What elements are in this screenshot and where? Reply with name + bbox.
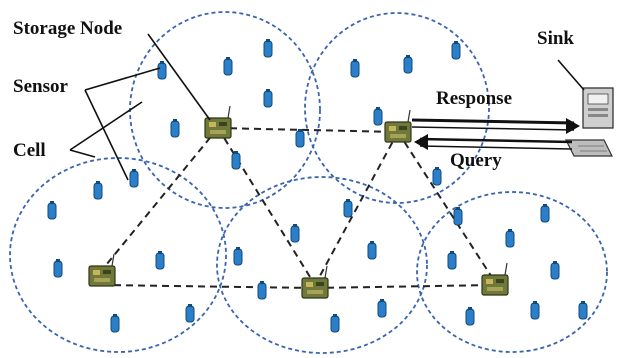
sensor-icon xyxy=(505,228,515,248)
link xyxy=(101,284,316,289)
pointer xyxy=(557,59,585,91)
link xyxy=(314,284,496,289)
sensor-icon xyxy=(185,303,195,323)
pointer xyxy=(84,67,161,91)
sensor-icon xyxy=(373,106,383,126)
sensor-icon xyxy=(47,200,57,220)
link xyxy=(101,127,219,271)
query-label: Query xyxy=(450,150,502,171)
sensor-icon xyxy=(53,258,63,278)
storage-node-icon xyxy=(301,265,329,299)
sensor-icon xyxy=(129,168,139,188)
sensor-icon xyxy=(223,56,233,76)
sensor-icon xyxy=(447,250,457,270)
sensor-icon xyxy=(155,250,165,270)
sensor-icon xyxy=(263,88,273,108)
sensor-icon xyxy=(263,38,273,58)
sensor-icon xyxy=(295,128,305,148)
sensor-label: Sensor xyxy=(13,76,68,97)
sensor-icon xyxy=(157,60,167,80)
pointer xyxy=(147,33,211,121)
sensor-icon xyxy=(350,58,360,78)
response-label: Response xyxy=(436,88,512,109)
link xyxy=(217,127,399,133)
sensor-icon xyxy=(290,223,300,243)
sensor-icon xyxy=(540,203,550,223)
sensor-icon xyxy=(530,300,540,320)
response-arrow xyxy=(411,118,580,134)
cell xyxy=(304,12,490,204)
sink-label: Sink xyxy=(537,28,574,49)
cell xyxy=(129,11,321,209)
link xyxy=(397,131,496,283)
sensor-icon xyxy=(110,313,120,333)
link xyxy=(314,131,399,286)
sensor-icon xyxy=(343,198,353,218)
sensor-icon xyxy=(453,206,463,226)
sensor-icon xyxy=(233,246,243,266)
label-pointers xyxy=(69,33,585,181)
computer-icon xyxy=(565,87,614,157)
sensor-icon xyxy=(403,54,413,74)
sensor-icon xyxy=(231,150,241,170)
sensor-icon xyxy=(432,166,442,186)
storage-node-icon xyxy=(204,105,232,139)
sensor-icon xyxy=(578,300,588,320)
sensor-icon xyxy=(367,240,377,260)
cell-label: Cell xyxy=(13,140,46,161)
sensor-icon xyxy=(377,298,387,318)
link xyxy=(217,127,316,286)
pointer xyxy=(84,89,129,181)
pointer xyxy=(69,149,96,158)
cell xyxy=(9,157,227,353)
cell xyxy=(216,176,428,354)
sensor-icon xyxy=(465,306,475,326)
sensor-icon xyxy=(257,280,267,300)
query-arrow xyxy=(414,134,573,150)
sensor-icon xyxy=(330,313,340,333)
pointer xyxy=(69,101,143,151)
cell xyxy=(416,191,608,353)
sensor-icon xyxy=(550,260,560,280)
sensor-icon xyxy=(93,180,103,200)
sensor-icon xyxy=(170,118,180,138)
storage-node-icon xyxy=(384,109,412,143)
storage-node-label: Storage Node xyxy=(13,18,122,39)
sensor-icon xyxy=(451,40,461,60)
